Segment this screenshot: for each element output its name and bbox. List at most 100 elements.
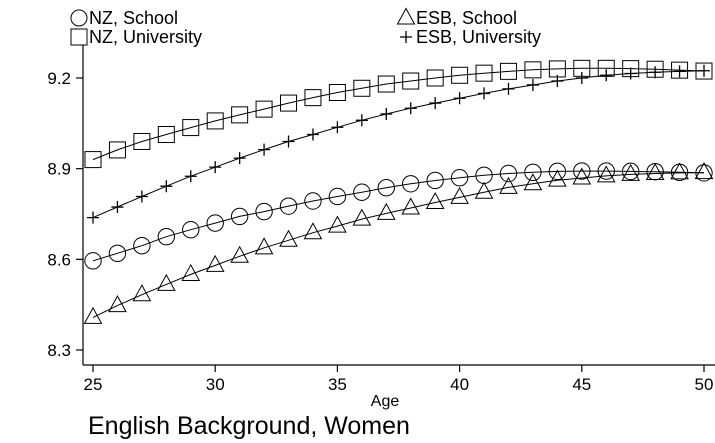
data-point [280,94,298,112]
data-point [645,162,665,181]
data-point [523,173,543,191]
data-point [404,102,417,115]
x-axis-ticks: 25 30 35 40 45 50 [84,365,713,394]
data-point [621,162,640,181]
legend-label: ESB, School [416,8,517,28]
y-tick-label: 8.6 [47,250,71,269]
data-point [135,190,148,203]
y-tick-label: 8.3 [47,341,71,360]
data-point [303,222,323,240]
chart-caption: English Background, Women [88,412,410,440]
data-point [426,171,444,190]
data-point [624,67,637,80]
data-point [156,273,176,291]
data-point [184,170,197,183]
data-point [111,201,124,214]
data-point [573,162,591,180]
x-tick-label: 45 [572,375,591,394]
data-point [160,180,173,193]
legend-label: ESB, University [416,27,541,47]
data-point [671,61,689,79]
data-point [258,143,271,156]
data-point [304,89,322,107]
data-point [108,141,126,159]
x-tick-label: 40 [450,375,469,394]
data-point [182,221,200,239]
data-point [377,75,395,93]
data-point [182,119,200,137]
legend-marker [70,9,88,27]
data-point [499,164,518,183]
data-point [353,79,371,97]
series-esb-university [87,64,710,224]
data-point [502,82,515,95]
data-point [205,254,225,272]
data-point [83,306,103,324]
data-point [694,162,714,180]
legend-marker [400,31,412,43]
data-point [548,169,567,187]
data-point [181,263,201,281]
data-point [597,162,615,180]
legend-marker [70,28,88,46]
data-point [84,151,102,169]
data-point [209,161,222,174]
legend-item: ESB, School [396,7,517,28]
data-point [231,106,249,124]
data-point [157,227,176,246]
data-point [230,245,249,263]
data-point [206,112,224,130]
data-point [673,65,686,78]
data-point [572,167,592,185]
data-point [478,87,491,100]
series-nz-school [84,162,713,270]
legend-item: NZ, School [70,8,178,28]
data-point [377,179,395,197]
data-point [306,128,319,141]
series-layer [83,59,714,324]
data-point [108,244,127,262]
data-point [279,229,298,247]
data-point [499,176,518,194]
legend-label: NZ, School [89,8,178,28]
data-point [87,211,99,224]
legend-item: NZ, University [70,27,202,47]
data-point [450,169,469,187]
series-line [92,172,705,318]
series-esb-school [83,162,714,324]
data-point [425,191,445,210]
data-point [233,152,246,165]
data-point [524,163,542,181]
data-point [499,62,517,80]
data-point [328,215,347,233]
data-point [698,64,710,77]
data-point [255,100,273,118]
data-point [376,202,396,220]
data-point [304,192,322,210]
data-point [157,126,175,144]
legend-item: ESB, University [400,27,541,47]
data-point [621,163,641,181]
y-axis-ticks: 8.3 8.6 8.9 9.2 [47,69,83,360]
series-line [92,170,705,262]
data-point [353,183,371,201]
data-point [670,162,689,180]
data-point [426,69,444,87]
data-point [453,92,466,105]
data-point [474,181,494,199]
data-point [254,237,274,255]
data-point [450,186,469,204]
data-point [132,284,152,302]
data-point [255,202,273,221]
legend-marker [396,7,416,25]
data-point [575,72,588,84]
x-axis-label: Age [371,393,400,410]
data-point [596,165,616,183]
data-point [230,207,249,226]
data-point [279,197,298,215]
data-point [401,197,421,215]
x-tick-label: 30 [206,375,225,394]
data-point [429,97,442,110]
